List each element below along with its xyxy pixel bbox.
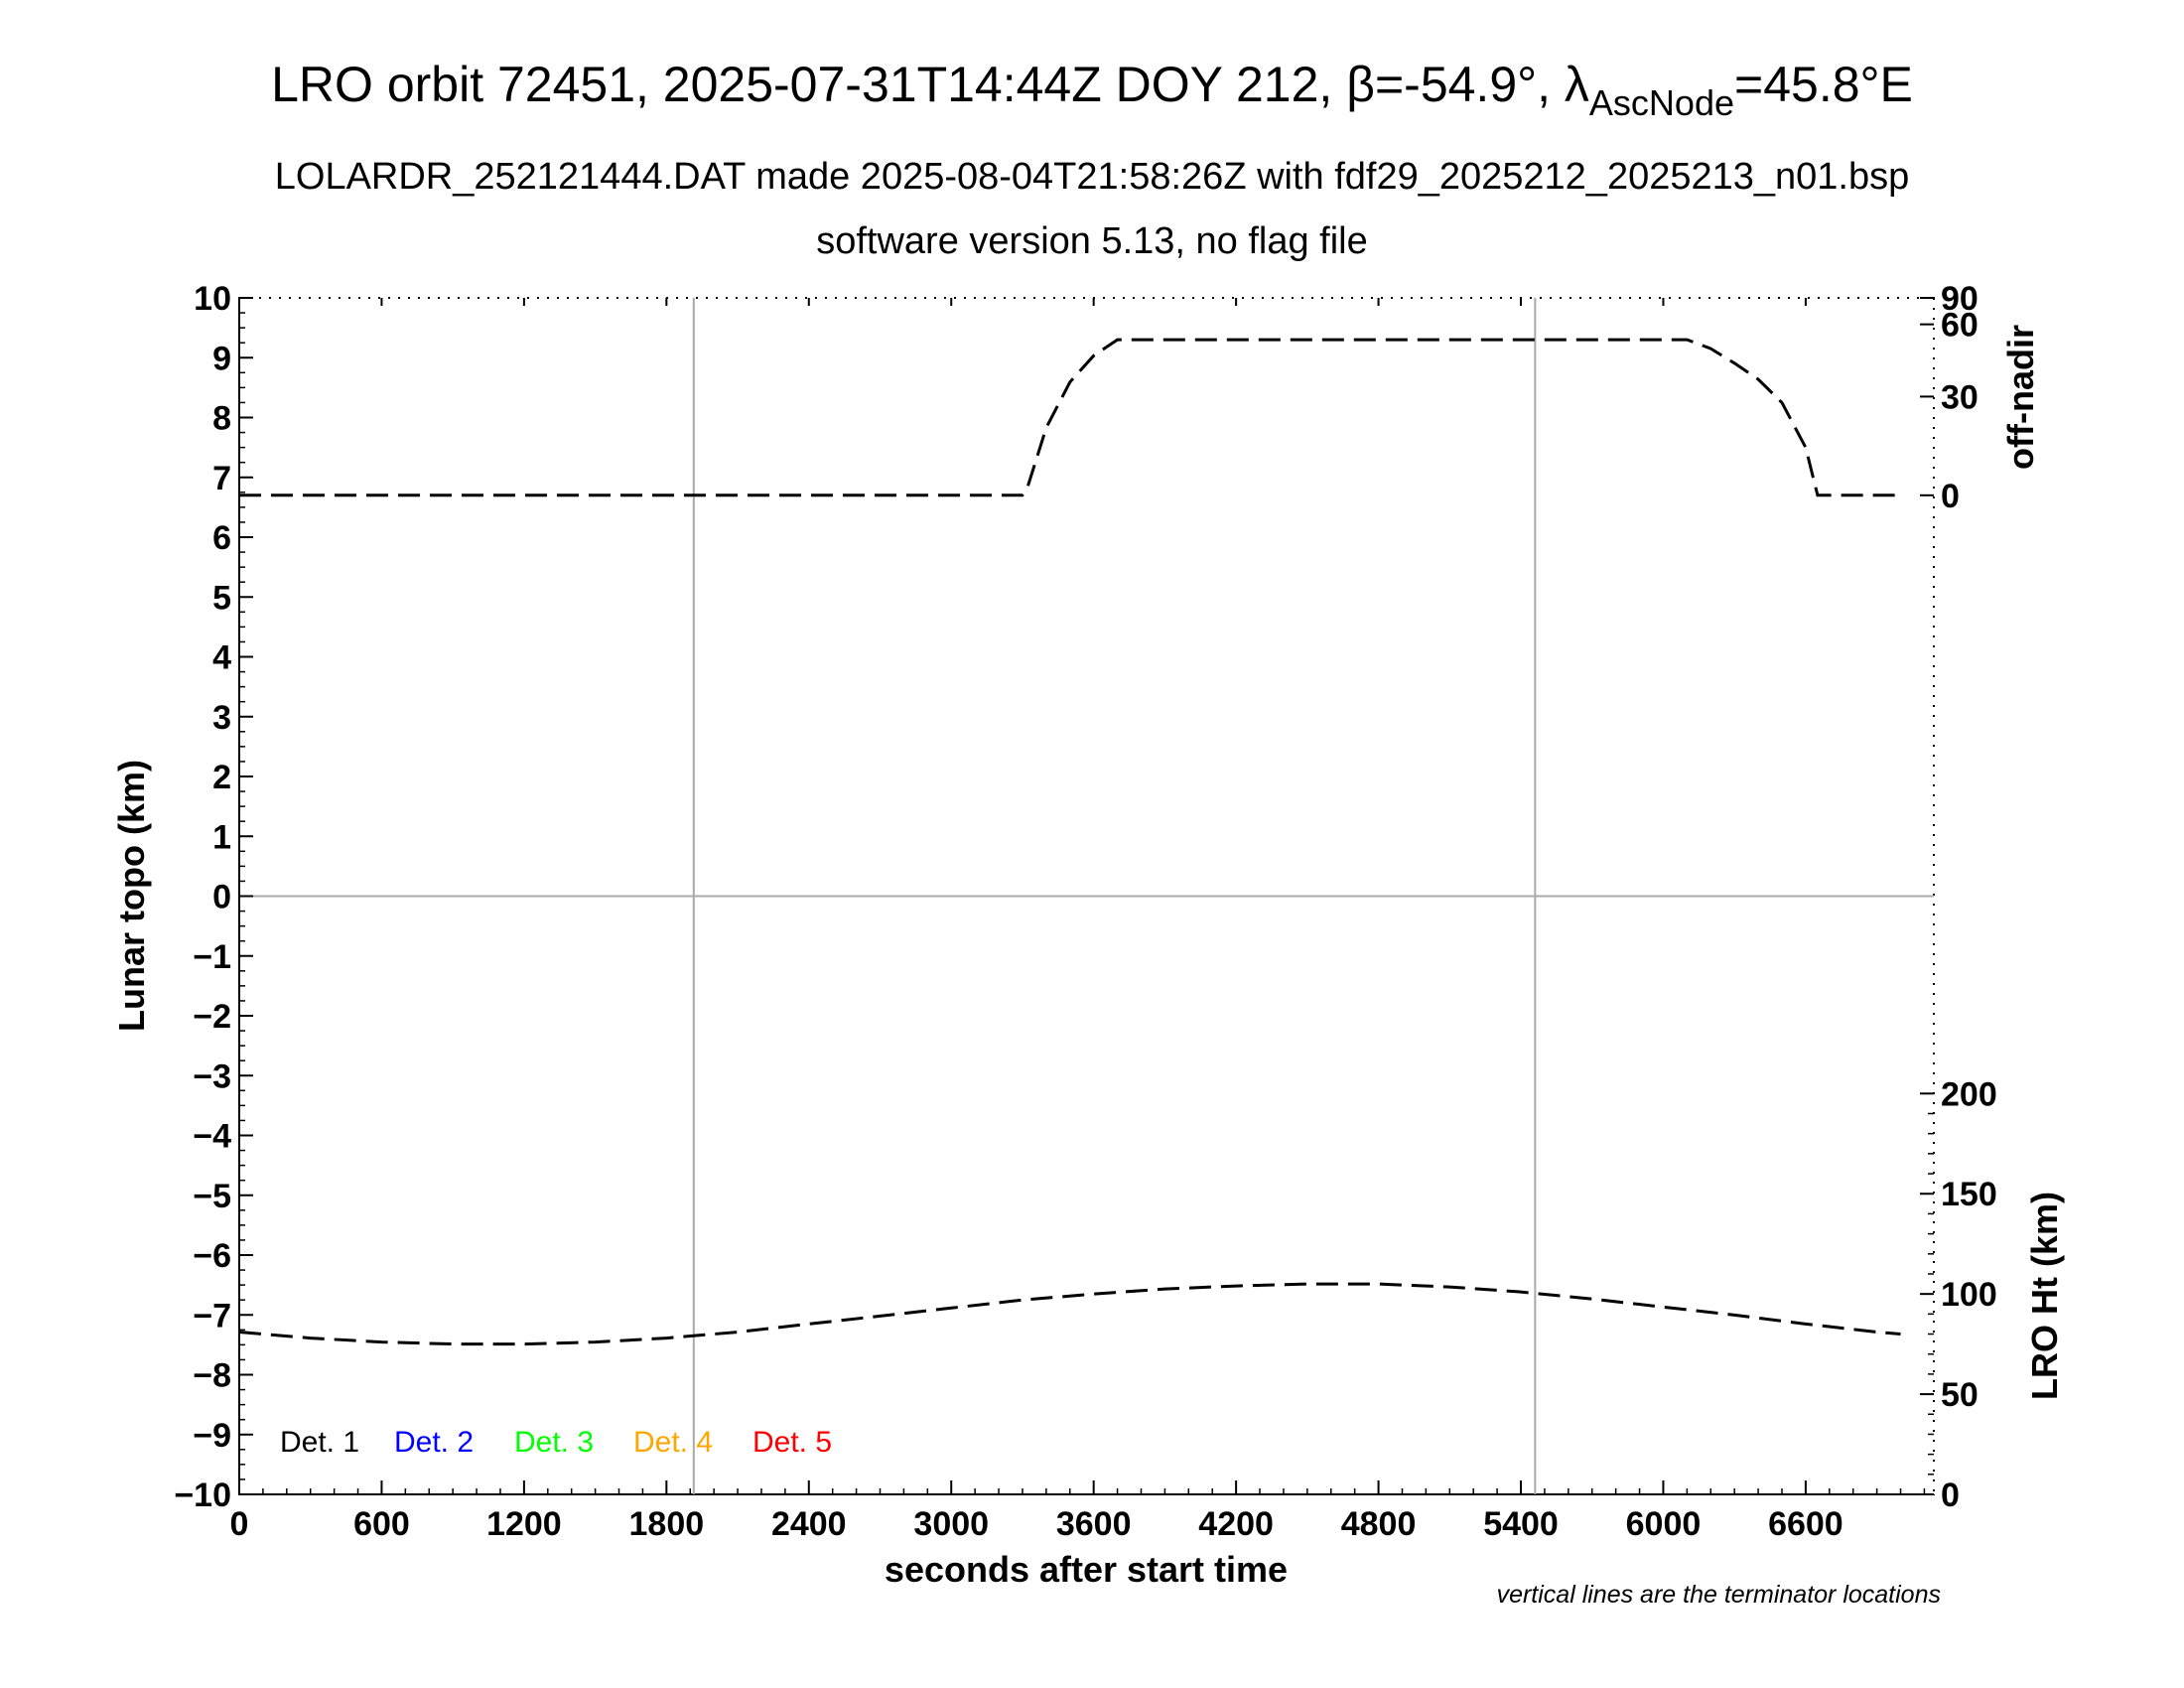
right-top-tick-label: 30	[1941, 378, 1979, 416]
y-tick-label: −6	[193, 1237, 231, 1275]
y-tick-label: 7	[212, 460, 231, 497]
y-tick-label: −5	[193, 1178, 231, 1215]
x-tick-label: 0	[230, 1505, 249, 1543]
y-tick-label: −9	[193, 1417, 231, 1455]
right-top-axis-label: off-nadir	[2000, 325, 2041, 470]
x-tick-label: 2400	[771, 1505, 847, 1543]
right-top-tick-label: 60	[1941, 307, 1979, 345]
right-top-tick-label: 90	[1941, 280, 1979, 318]
legend-entry: Det. 2	[394, 1426, 474, 1459]
right-bottom-tick-label: 150	[1941, 1176, 1997, 1213]
right-bottom-tick-label: 50	[1941, 1376, 1979, 1414]
right-top-tick-label: 0	[1941, 478, 1960, 515]
off-nadir-line	[239, 338, 1896, 497]
x-tick-label: 3000	[913, 1505, 989, 1543]
y-tick-label: 0	[212, 879, 231, 916]
y-tick-label: 5	[212, 579, 231, 617]
y-tick-label: 4	[212, 639, 231, 677]
right-bottom-axis-label: LRO Ht (km)	[2024, 1192, 2065, 1400]
chart-subtitle-file: LOLARDR_252121444.DAT made 2025-08-04T21…	[275, 156, 1910, 198]
x-axis-label: seconds after start time	[885, 1549, 1288, 1590]
x-tick-label: 1200	[486, 1505, 562, 1543]
right-bottom-tick-label: 0	[1941, 1477, 1960, 1514]
chart-subtitle-software: software version 5.13, no flag file	[816, 220, 1368, 262]
y-axis-label: Lunar topo (km)	[111, 760, 152, 1032]
y-tick-label: 1	[212, 818, 231, 856]
legend-entry: Det. 3	[514, 1426, 594, 1459]
x-tick-label: 1800	[629, 1505, 705, 1543]
y-tick-label: −7	[193, 1297, 231, 1335]
right-bottom-tick-label: 100	[1941, 1276, 1997, 1314]
x-tick-label: 6000	[1626, 1505, 1702, 1543]
legend-entry: Det. 5	[752, 1426, 832, 1459]
x-tick-label: 4800	[1341, 1505, 1417, 1543]
terminator-note: vertical lines are the terminator locati…	[1497, 1581, 1941, 1609]
legend-entry: Det. 1	[280, 1426, 359, 1459]
y-tick-label: 9	[212, 340, 231, 377]
y-tick-label: 8	[212, 400, 231, 438]
chart-title: LRO orbit 72451, 2025-07-31T14:44Z DOY 2…	[271, 57, 1913, 123]
y-tick-label: 3	[212, 699, 231, 737]
y-tick-label: 10	[194, 280, 231, 318]
y-tick-label: −4	[193, 1118, 231, 1156]
y-tick-label: −10	[174, 1477, 231, 1514]
y-tick-label: −3	[193, 1057, 231, 1095]
y-tick-label: 2	[212, 759, 231, 796]
legend-entry: Det. 4	[633, 1426, 713, 1459]
lro-height-line	[238, 1282, 1901, 1346]
x-tick-label: 6600	[1768, 1505, 1843, 1543]
y-tick-label: −1	[193, 938, 231, 976]
y-tick-label: −2	[193, 998, 231, 1036]
x-tick-label: 600	[353, 1505, 410, 1543]
x-tick-label: 3600	[1056, 1505, 1132, 1543]
y-tick-label: −8	[193, 1357, 231, 1395]
x-tick-label: 4200	[1198, 1505, 1274, 1543]
right-bottom-tick-label: 200	[1941, 1075, 1997, 1113]
y-tick-label: 6	[212, 519, 231, 557]
x-tick-label: 5400	[1483, 1505, 1559, 1543]
